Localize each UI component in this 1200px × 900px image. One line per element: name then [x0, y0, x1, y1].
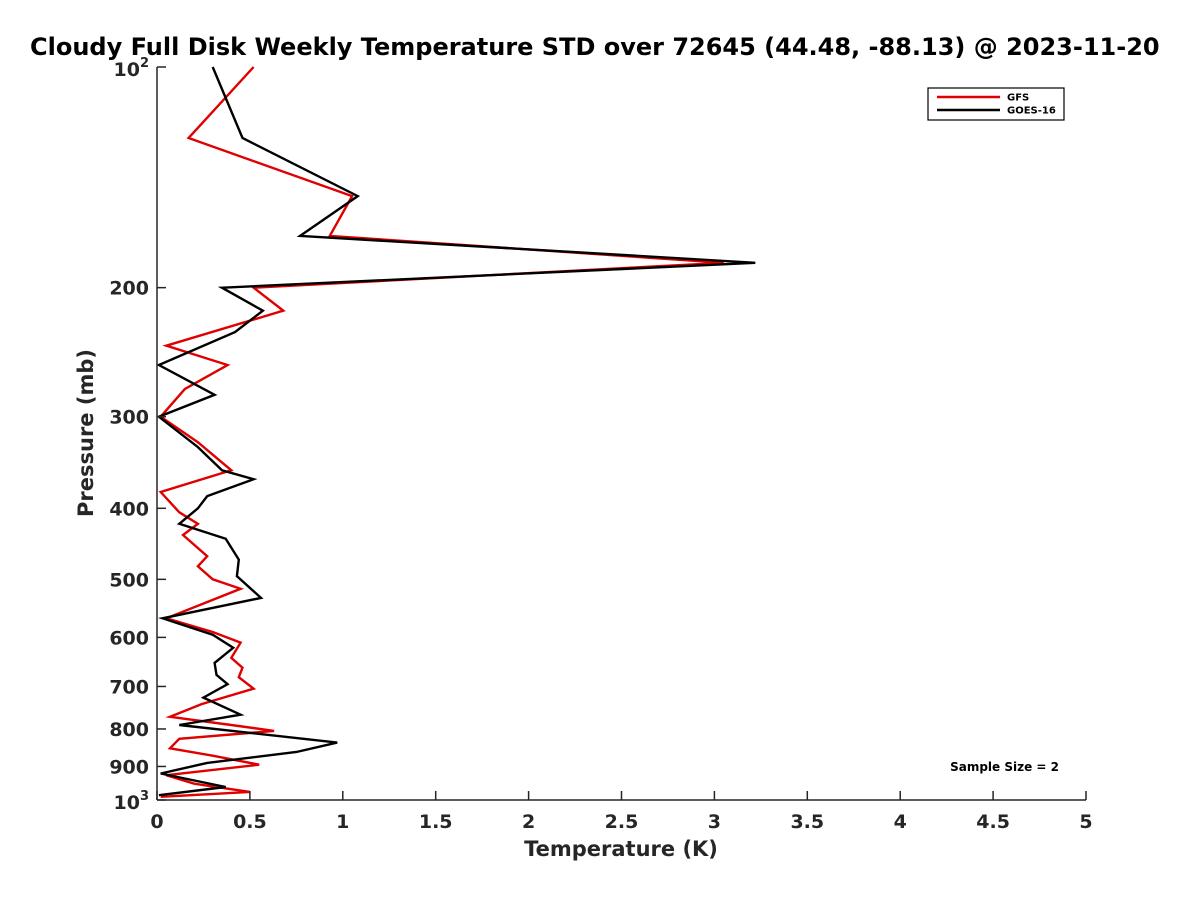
- sample-size-annotation: Sample Size = 2: [950, 760, 1059, 774]
- legend-label-gfs: GFS: [1007, 93, 1029, 104]
- y-tick-label: 200: [109, 278, 149, 300]
- x-axis-label: Temperature (K): [524, 837, 718, 861]
- y-tick-label: 400: [109, 498, 149, 520]
- legend: GFS GOES-16: [927, 87, 1065, 121]
- x-axis-ticks: 0 0.5 1 1.5 2 2.5 3 3.5 4 4.5 5: [150, 791, 1093, 833]
- series-lines: [156, 66, 756, 798]
- x-tick-label: 2.5: [605, 811, 639, 833]
- x-tick-label: 4: [894, 811, 907, 833]
- x-tick-label: 1.5: [419, 811, 453, 833]
- y-tick-label: 102: [114, 56, 150, 81]
- y-tick-label: 600: [109, 627, 149, 649]
- x-tick-label: 3.5: [790, 811, 824, 833]
- x-tick-label: 2: [522, 811, 535, 833]
- y-tick-label: 300: [109, 407, 149, 429]
- chart-title: Cloudy Full Disk Weekly Temperature STD …: [30, 33, 1160, 61]
- x-tick-label: 3: [708, 811, 721, 833]
- y-axis-ticks: 102 200 300 400 500 600 700 800 900 103: [109, 56, 166, 814]
- series-line-gfs: [158, 66, 724, 798]
- y-tick-label: 103: [114, 789, 150, 814]
- x-tick-label: 0.5: [233, 811, 267, 833]
- y-tick-label: 900: [109, 756, 149, 778]
- y-tick-label: 800: [109, 719, 149, 741]
- y-axis-label: Pressure (mb): [74, 349, 98, 517]
- y-tick-label: 700: [109, 676, 149, 698]
- y-tick-label: 500: [109, 569, 149, 591]
- x-tick-label: 4.5: [976, 811, 1010, 833]
- x-tick-label: 1: [336, 811, 349, 833]
- series-line-goes-16: [156, 66, 756, 797]
- legend-label-goes: GOES-16: [1007, 106, 1056, 117]
- x-tick-label: 0: [150, 811, 163, 833]
- x-tick-label: 5: [1079, 811, 1092, 833]
- legend-box: [927, 87, 1065, 121]
